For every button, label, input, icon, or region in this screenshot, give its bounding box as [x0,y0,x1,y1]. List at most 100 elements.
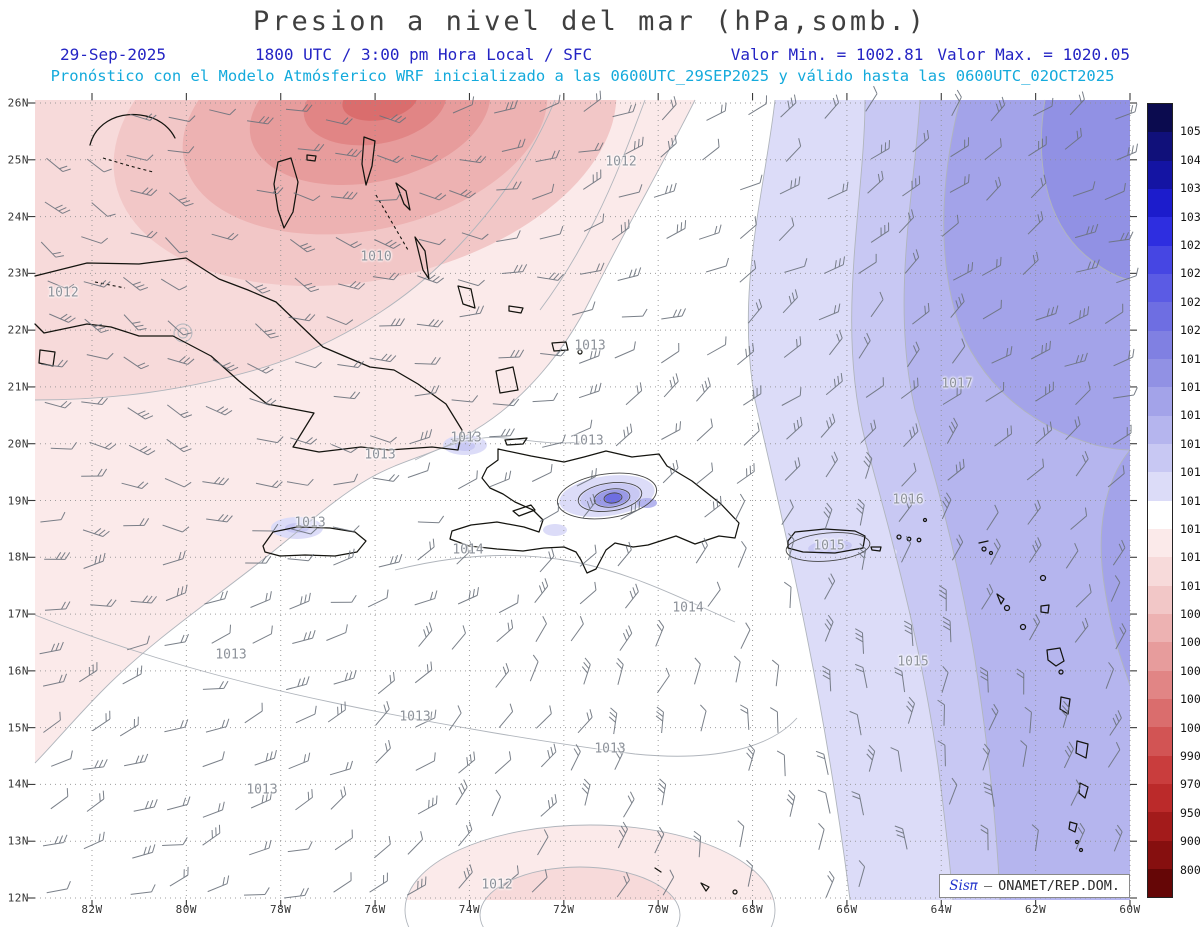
colorbar-cell [1148,104,1172,133]
colorbar-tick-label: 1004 [1180,663,1200,678]
run-date: 29-Sep-2025 [60,45,166,64]
map-area: 1012 1010 1012 1013 1017 1013 1013 1013 1016 1013… [28,85,1139,927]
lat-tick-label: 24N [7,210,29,224]
colorbar-cell [1148,330,1172,359]
colorbar-cell [1148,273,1172,303]
colorbar-tick-label: 1030 [1180,209,1200,224]
lat-tick-label: 18N [7,550,29,564]
coastline-turks [577,349,583,355]
lon-tick-label: 68W [741,903,764,916]
min-value-label: Valor Min. = 1002.81 [730,45,924,64]
coastline-inagua [495,366,519,394]
coastline-curacao [700,882,710,892]
colorbar-cell [1148,755,1172,784]
isobar-contours [34,99,1131,927]
lat-tick-label: 19N [7,494,29,507]
colorbar-cell [1148,698,1172,728]
pressure-colorbar [1147,103,1173,898]
colorbar-cell [1148,557,1172,586]
colorbar-cell [1148,500,1172,529]
colorbar-tick-label: 1015 [1180,465,1200,480]
colorbar-cell [1148,670,1172,699]
coastline-dominica [1059,696,1071,715]
lon-tick-label: 80W [175,903,198,916]
coastline-anguilla [978,540,989,544]
colorbar-tick-label: 1014 [1180,493,1200,508]
coastline-florida-keys [102,157,154,173]
colorbar-cell [1148,443,1172,473]
coastline-new-providence [306,154,317,162]
lon-tick-label: 74W [458,903,481,916]
coastline-gonave [512,504,536,517]
colorbar-cell [1148,387,1172,416]
subtitle-line: 29-Sep-2025 1800 UTC / 3:00 pm Hora Loca… [0,45,1200,65]
coastline-martinique [1075,740,1089,759]
sispi-logo: Sis [949,878,970,894]
coastline-hispaniola [449,448,740,574]
lon-tick-label: 62W [1024,903,1047,916]
colorbar-tick-label: 1008 [1180,607,1200,622]
wind-barbs [39,85,1139,899]
max-value-label: Valor Max. = 1020.05 [937,45,1130,64]
coastline-eleuthera [361,136,376,186]
lat-tick-label: 26N [7,96,29,110]
coastline-nevis [1003,604,1011,612]
colorbar-tick-label: 1002 [1180,692,1200,707]
colorbar-cell [1148,642,1172,671]
pi-symbol: π [969,878,978,894]
coastline-marie-galante [1058,669,1064,675]
colorbar-tick-label: 900 [1180,834,1200,849]
lat-tick-label: 12N [7,891,29,905]
colorbar-tick-label: 1019 [1180,351,1200,366]
colorbar-tick-label: 1050 [1180,124,1200,139]
colorbar-tick-label: 800 [1180,862,1200,877]
coastline-guadeloupe [1046,647,1065,667]
coastline-cuba [34,257,463,453]
colorbar-tick-label: 1020 [1180,323,1200,338]
pressure-map-canvas [28,85,1139,927]
lon-tick-label: 66W [836,903,858,916]
lon-tick-label: 82W [81,903,103,916]
latitude-axis: 26N 25N 24N 23N 22N 21N 20N 19N 18N 17N 16N 15N 14N 1… [0,96,33,905]
colorbar-cell [1148,160,1172,189]
grid-lines [28,93,1137,907]
coastline-puerto-rico [787,528,866,554]
colorbar-tick-label: 1028 [1180,237,1200,252]
colorbar-tick-label: 1035 [1180,181,1200,196]
coastline-barbuda [1039,574,1047,582]
valid-time-label: 1800 UTC / 3:00 pm Hora Local / SFC [255,45,593,64]
lat-tick-label: 13N [7,834,29,848]
lon-tick-label: 76W [364,903,386,916]
colorbar-tick-label: 1025 [1180,266,1200,281]
coastline-florida [89,113,176,146]
coastline-st-kitts [996,593,1005,605]
colorbar-cell [1148,812,1172,841]
coastline-crooked-island [457,285,476,309]
coastline-grenadines [1074,839,1080,845]
coastline-bonaire [732,889,738,895]
lon-tick-label: 72W [553,903,575,916]
colorbar-cell [1148,358,1172,388]
colorbar-tick-label: 1000 [1180,720,1200,735]
colorbar-cell [1148,472,1172,501]
coastline-vieques [870,546,882,552]
colorbar-cell [1148,528,1172,558]
model-info-line: Pronóstico con el Modelo Atmósferico WRF… [50,67,1115,85]
lat-tick-label: 17N [7,607,29,621]
colorbar-cell [1148,302,1172,331]
coastline-mayaguana [508,305,524,314]
coastline-exuma-chain [375,194,409,251]
colorbar-cell [1148,868,1172,898]
colorbar-tick-label: 1017 [1180,408,1200,423]
lat-tick-label: 21N [7,380,29,394]
coastline-anegada [922,517,928,523]
pressure-shading [35,100,1130,900]
colorbar-cell [1148,585,1172,614]
coastline-montserrat [1019,623,1027,631]
coastline-tortuga [504,437,528,446]
coastline-aruba [654,867,662,873]
lon-tick-label: 64W [930,903,952,916]
colorbar-cell [1148,132,1172,161]
lat-tick-label: 14N [7,777,29,791]
lat-tick-label: 15N [7,721,29,735]
